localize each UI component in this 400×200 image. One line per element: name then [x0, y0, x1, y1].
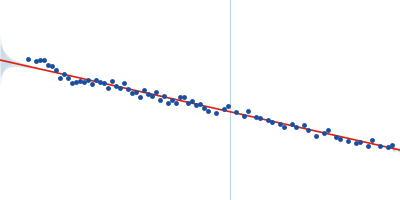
Point — [129, 92, 135, 95]
Point — [125, 87, 131, 91]
Point — [337, 137, 343, 140]
Point — [173, 101, 179, 104]
Point — [117, 86, 123, 90]
Point — [313, 134, 319, 137]
Point — [77, 79, 83, 82]
Point — [93, 79, 99, 82]
Point — [389, 143, 395, 146]
Point — [253, 115, 259, 119]
Point — [321, 132, 327, 135]
Point — [385, 146, 391, 149]
Point — [365, 144, 371, 147]
Point — [105, 87, 111, 90]
Point — [265, 118, 271, 121]
Point — [189, 99, 195, 103]
Point — [97, 81, 103, 84]
Point — [113, 84, 119, 87]
Point — [241, 115, 247, 118]
Point — [57, 76, 63, 79]
Point — [133, 90, 139, 93]
Point — [157, 99, 163, 102]
Point — [41, 58, 47, 62]
Point — [73, 81, 79, 84]
Point — [25, 57, 31, 61]
Point — [177, 95, 183, 98]
Point — [81, 80, 87, 83]
Point — [205, 109, 211, 113]
Point — [185, 102, 191, 105]
Point — [65, 76, 71, 79]
Point — [37, 58, 43, 62]
Point — [53, 68, 59, 71]
Point — [397, 148, 400, 152]
Point — [169, 99, 175, 102]
Point — [281, 126, 287, 129]
Point — [137, 96, 143, 99]
Point — [153, 91, 159, 94]
Point — [391, 147, 397, 150]
Point — [49, 64, 55, 68]
Point — [269, 120, 275, 123]
Point — [293, 125, 299, 128]
Point — [257, 117, 263, 120]
Point — [69, 81, 75, 84]
Point — [245, 109, 251, 113]
Point — [233, 111, 239, 114]
Point — [101, 81, 107, 84]
Point — [165, 101, 171, 105]
Point — [141, 88, 147, 91]
Point — [33, 60, 39, 63]
Point — [345, 140, 351, 143]
Point — [225, 104, 231, 107]
Point — [145, 93, 151, 96]
Point — [353, 141, 359, 144]
Point — [369, 138, 375, 142]
Point — [221, 108, 227, 111]
Point — [161, 94, 167, 97]
Point — [61, 72, 67, 76]
Point — [305, 129, 311, 132]
Point — [181, 95, 187, 99]
Point — [357, 140, 363, 143]
Point — [213, 112, 219, 115]
Point — [385, 145, 391, 149]
Point — [301, 124, 307, 127]
Point — [333, 135, 339, 138]
Point — [201, 106, 207, 109]
Point — [289, 123, 295, 126]
Point — [377, 145, 383, 148]
Point — [85, 79, 91, 82]
Point — [277, 122, 283, 125]
Point — [121, 81, 127, 84]
Point — [89, 83, 95, 86]
Point — [197, 102, 203, 105]
Point — [193, 103, 199, 106]
Point — [149, 94, 155, 98]
Point — [109, 79, 115, 83]
Point — [45, 63, 51, 67]
Point — [325, 128, 331, 131]
